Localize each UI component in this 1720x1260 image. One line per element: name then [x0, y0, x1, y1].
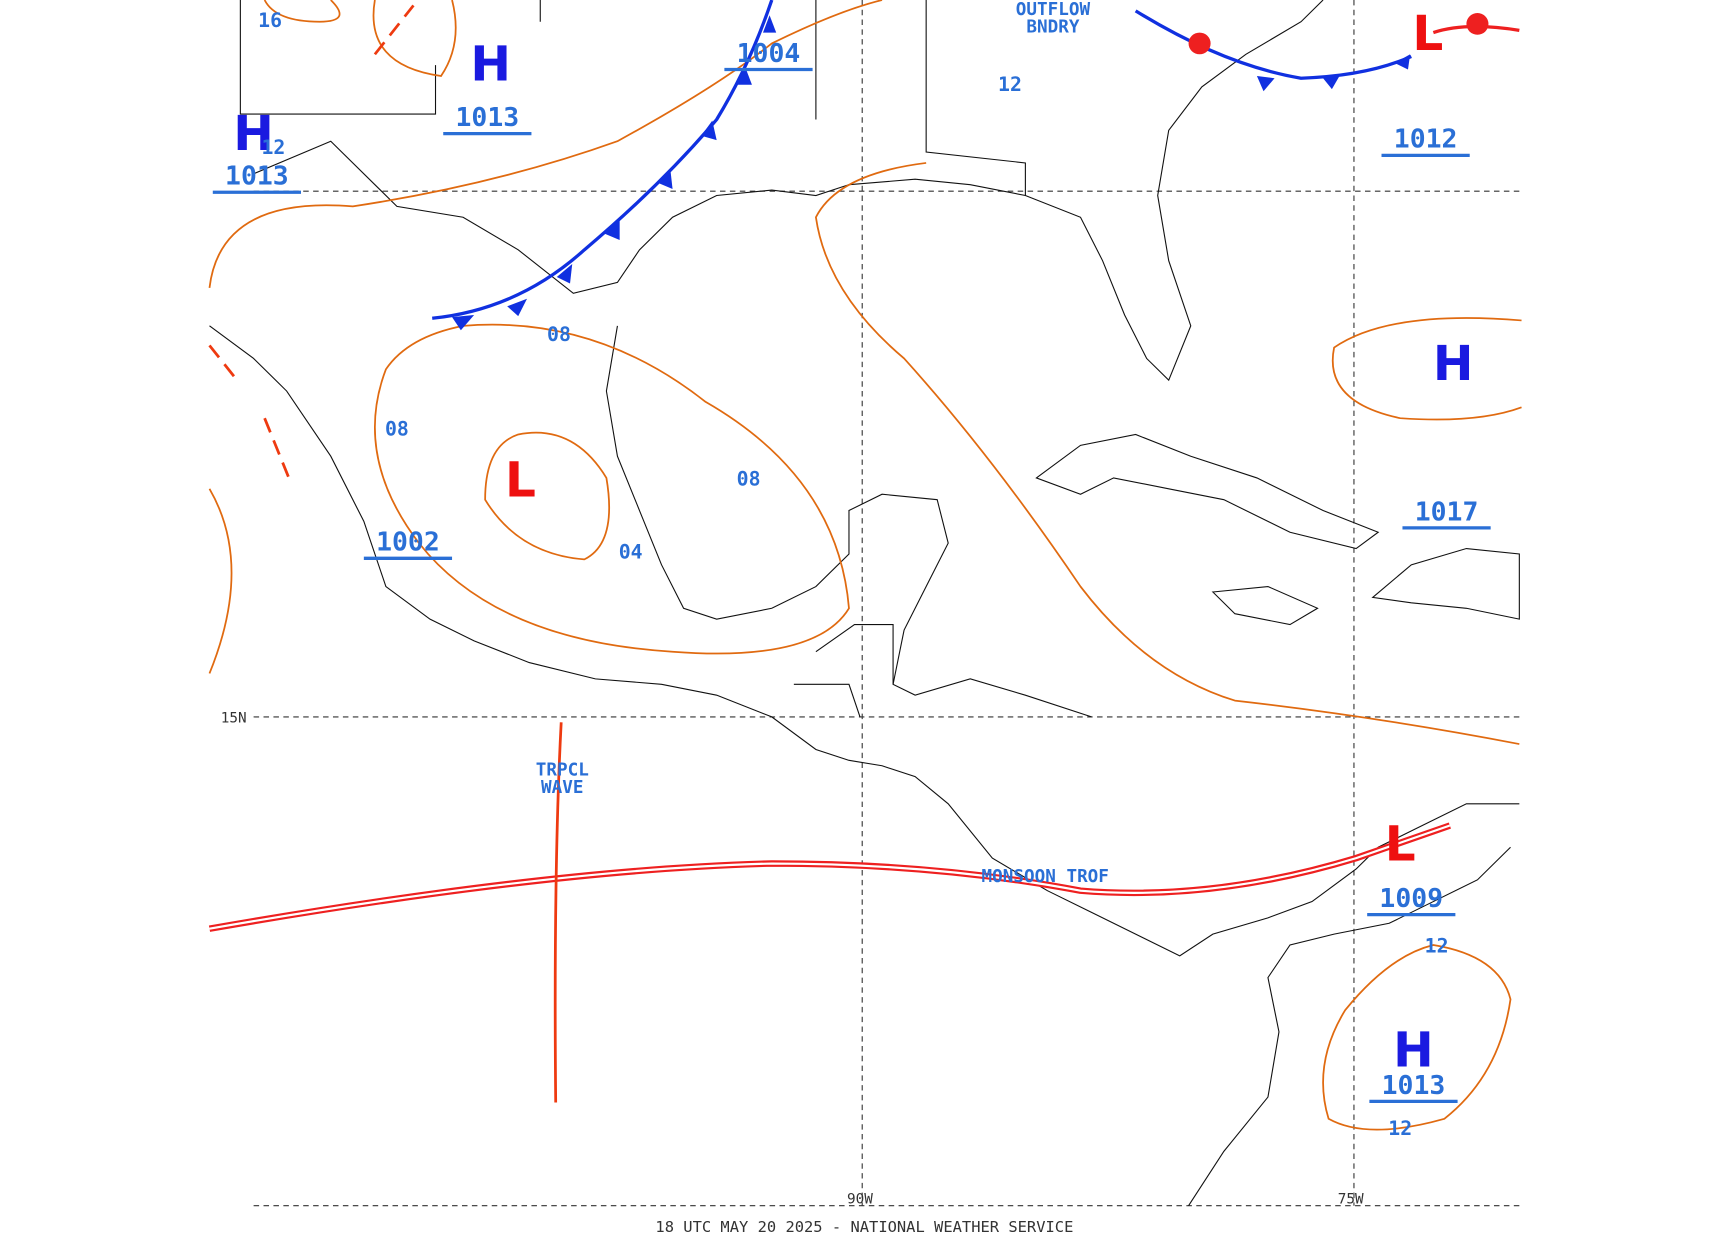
pressure-systems: H 1013 H 1013 1004 1012 H 1017 L 1002 L …: [212, 6, 1491, 1104]
isobar-label: 12: [1388, 1117, 1412, 1140]
isobar-labels: 08 08 08 04 12 16 12 12 12: [258, 9, 1448, 1140]
lat-label: 15N: [221, 710, 247, 726]
pressure-value: 1004: [737, 39, 801, 69]
trough-label: MONSOON TROF: [982, 867, 1109, 887]
isobar-label: 08: [737, 468, 761, 491]
pressure-value: 1012: [1394, 125, 1458, 155]
monsoon-trough-inner: [209, 824, 1451, 930]
isobar-label: 08: [547, 323, 571, 346]
wave-label: WAVE: [541, 778, 583, 798]
high-symbol: H: [233, 106, 274, 162]
isobar-label: 08: [385, 418, 409, 441]
pressure-value: 1013: [455, 103, 519, 133]
high-symbol: H: [470, 37, 511, 93]
grid-labels: 15N 90W 75W 18 UTC MAY 20 2025 - NATIONA…: [221, 710, 1364, 1235]
isobar-label: 16: [258, 9, 282, 32]
pressure-value: 1017: [1415, 497, 1479, 527]
feature-labels: OUTFLOW BNDRY TRPCL WAVE MONSOON TROF: [536, 0, 1109, 887]
lon-label: 90W: [847, 1192, 873, 1208]
fronts: [208, 0, 1520, 1103]
pressure-value: 1013: [225, 162, 289, 192]
pressure-value: 1002: [376, 528, 440, 558]
isobar-label: 12: [261, 136, 285, 159]
high-symbol: H: [1433, 337, 1474, 393]
outflow-label: OUTFLOW: [1016, 0, 1091, 20]
pressure-value: 1013: [1382, 1071, 1446, 1101]
coastlines: [209, 0, 1520, 1206]
outflow-label: BNDRY: [1026, 18, 1080, 38]
isobar-label: 04: [619, 540, 643, 563]
front-barbs: [452, 15, 777, 331]
footer: 18 UTC MAY 20 2025 - NATIONAL WEATHER SE…: [655, 1218, 1073, 1236]
high-symbol: H: [1393, 1023, 1434, 1079]
trough: [208, 4, 415, 479]
isobar-label: 12: [998, 73, 1022, 96]
wave-label: TRPCL: [536, 761, 589, 781]
tropical-wave: [553, 722, 563, 1103]
pressure-value: 1009: [1379, 884, 1443, 914]
grid: [253, 0, 1520, 1207]
isobars: [208, 0, 1522, 1131]
low-symbol: L: [1385, 817, 1416, 873]
stationary-front: [1134, 9, 1412, 80]
monsoon-trough: [208, 822, 1451, 932]
lon-label: 75W: [1338, 1192, 1364, 1208]
isobar-label: 12: [1425, 935, 1449, 958]
low-symbol: L: [1412, 6, 1443, 62]
front-symbols: [1188, 13, 1520, 92]
low-symbol: L: [505, 453, 536, 509]
